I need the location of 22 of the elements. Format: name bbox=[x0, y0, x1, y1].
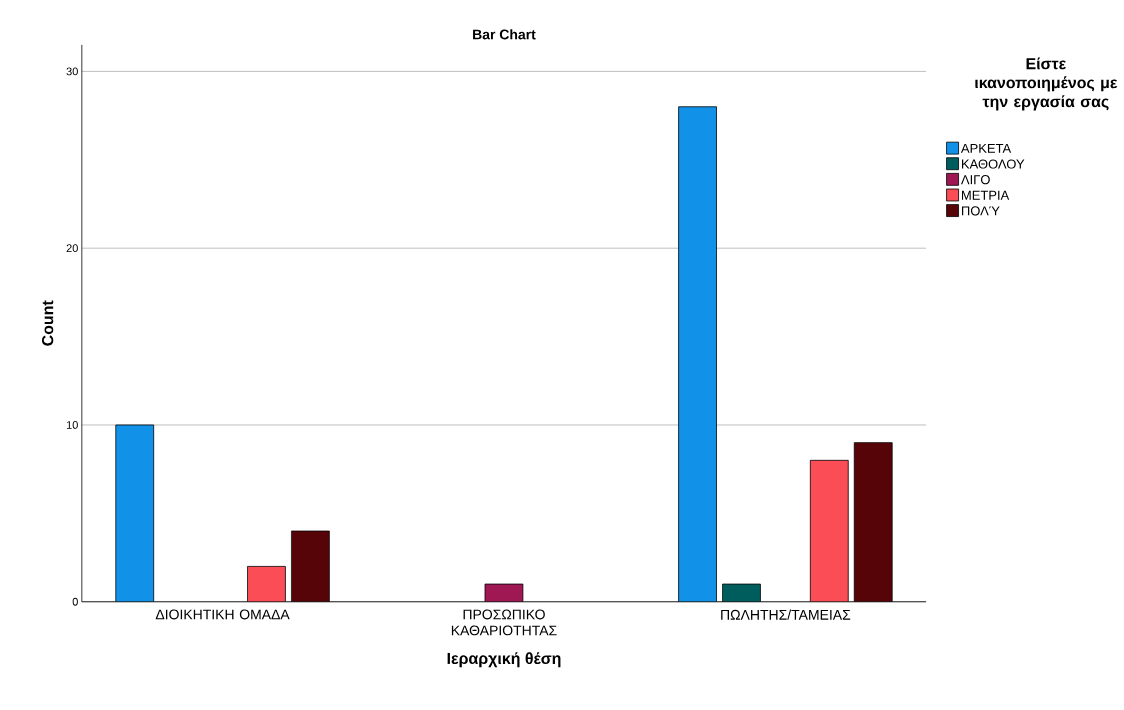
legend-label: ΠΟΛΎ bbox=[962, 206, 1000, 216]
x-tick-label: ΔΙΟΙΚΗΤΙΚΗ ΟΜΑΔΑ bbox=[155, 609, 290, 620]
legend-label: ΑΡΚΕΤΑ bbox=[960, 144, 1012, 154]
x-tick-label: ΠΡΟΣΩΠΙΚΟ ΚΑΘΑΡΙΟΤΗΤΑΣ bbox=[451, 609, 557, 636]
y-tick-label: 0 bbox=[72, 598, 78, 606]
bar bbox=[809, 460, 849, 602]
y-tick-label: 30 bbox=[66, 67, 78, 76]
bar bbox=[247, 566, 286, 602]
y-tick-label: 10 bbox=[66, 421, 78, 430]
x-axis-title: Ιεραρχική θέση bbox=[447, 652, 561, 668]
legend-label: ΚΑΘΟΛΟΥ bbox=[962, 159, 1025, 169]
bar bbox=[853, 442, 893, 602]
x-tick-label: ΠΩΛΗΤΗΣ/ΤΑΜΕΙΑΣ bbox=[721, 609, 851, 621]
y-axis-title: Count bbox=[41, 300, 54, 346]
bar bbox=[678, 106, 717, 602]
bar bbox=[115, 425, 154, 602]
chart-title: Bar Chart bbox=[473, 29, 536, 40]
y-tick-label: 20 bbox=[66, 244, 78, 253]
legend-label: ΜΕΤΡΙΑ bbox=[962, 191, 1010, 200]
legend-label: ΛΙΓΟ bbox=[961, 175, 990, 185]
legend-title: Είστε ικανοποιημένος με την εργασία σας bbox=[975, 57, 1118, 111]
bar bbox=[291, 531, 330, 602]
